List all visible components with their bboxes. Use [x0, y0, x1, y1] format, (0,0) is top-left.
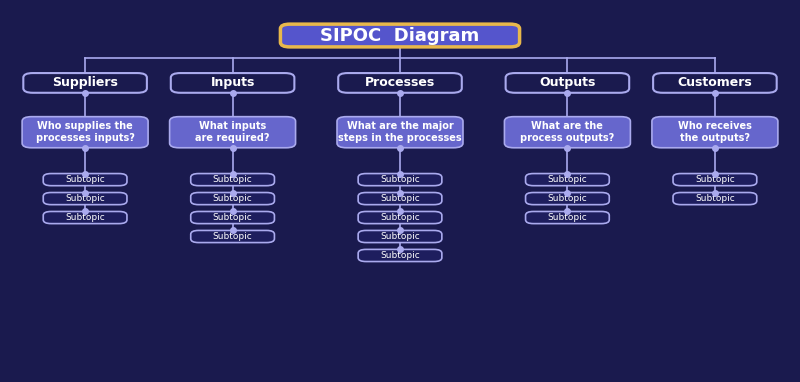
FancyBboxPatch shape	[526, 173, 610, 186]
Text: Subtopic: Subtopic	[66, 194, 105, 203]
Text: Outputs: Outputs	[539, 76, 596, 89]
FancyBboxPatch shape	[170, 73, 294, 93]
Text: Subtopic: Subtopic	[695, 175, 734, 184]
Text: Subtopic: Subtopic	[547, 194, 587, 203]
FancyBboxPatch shape	[652, 117, 778, 148]
FancyBboxPatch shape	[338, 73, 462, 93]
Text: Subtopic: Subtopic	[213, 232, 253, 241]
FancyBboxPatch shape	[23, 73, 147, 93]
Text: Who supplies the
processes inputs?: Who supplies the processes inputs?	[36, 121, 134, 143]
Text: Subtopic: Subtopic	[380, 175, 420, 184]
Text: What are the
process outputs?: What are the process outputs?	[520, 121, 614, 143]
Text: Subtopic: Subtopic	[213, 175, 253, 184]
FancyBboxPatch shape	[43, 173, 127, 186]
FancyBboxPatch shape	[358, 230, 442, 243]
FancyBboxPatch shape	[526, 193, 610, 205]
Text: Subtopic: Subtopic	[213, 213, 253, 222]
FancyBboxPatch shape	[190, 173, 274, 186]
Text: Suppliers: Suppliers	[52, 76, 118, 89]
Text: Subtopic: Subtopic	[66, 175, 105, 184]
FancyBboxPatch shape	[653, 73, 777, 93]
Text: Subtopic: Subtopic	[213, 194, 253, 203]
Text: What are the major
steps in the processes: What are the major steps in the processe…	[338, 121, 462, 143]
FancyBboxPatch shape	[190, 212, 274, 223]
FancyBboxPatch shape	[673, 193, 757, 205]
Text: Inputs: Inputs	[210, 76, 254, 89]
FancyBboxPatch shape	[170, 117, 295, 148]
FancyBboxPatch shape	[673, 173, 757, 186]
FancyBboxPatch shape	[505, 117, 630, 148]
Text: What inputs
are required?: What inputs are required?	[195, 121, 270, 143]
Text: Subtopic: Subtopic	[547, 213, 587, 222]
FancyBboxPatch shape	[358, 212, 442, 223]
Text: Subtopic: Subtopic	[547, 175, 587, 184]
Text: SIPOC  Diagram: SIPOC Diagram	[320, 26, 480, 45]
FancyBboxPatch shape	[358, 173, 442, 186]
FancyBboxPatch shape	[43, 212, 127, 223]
Text: Subtopic: Subtopic	[380, 213, 420, 222]
Text: Processes: Processes	[365, 76, 435, 89]
FancyBboxPatch shape	[22, 117, 148, 148]
FancyBboxPatch shape	[337, 117, 463, 148]
Text: Subtopic: Subtopic	[695, 194, 734, 203]
Text: Who receives
the outputs?: Who receives the outputs?	[678, 121, 752, 143]
Text: Subtopic: Subtopic	[66, 213, 105, 222]
Text: Subtopic: Subtopic	[380, 232, 420, 241]
FancyBboxPatch shape	[190, 193, 274, 205]
FancyBboxPatch shape	[358, 249, 442, 262]
FancyBboxPatch shape	[43, 193, 127, 205]
FancyBboxPatch shape	[506, 73, 630, 93]
Text: Customers: Customers	[678, 76, 752, 89]
FancyBboxPatch shape	[190, 230, 274, 243]
Text: Subtopic: Subtopic	[380, 251, 420, 260]
Text: Subtopic: Subtopic	[380, 194, 420, 203]
FancyBboxPatch shape	[281, 24, 519, 47]
FancyBboxPatch shape	[358, 193, 442, 205]
FancyBboxPatch shape	[526, 212, 610, 223]
